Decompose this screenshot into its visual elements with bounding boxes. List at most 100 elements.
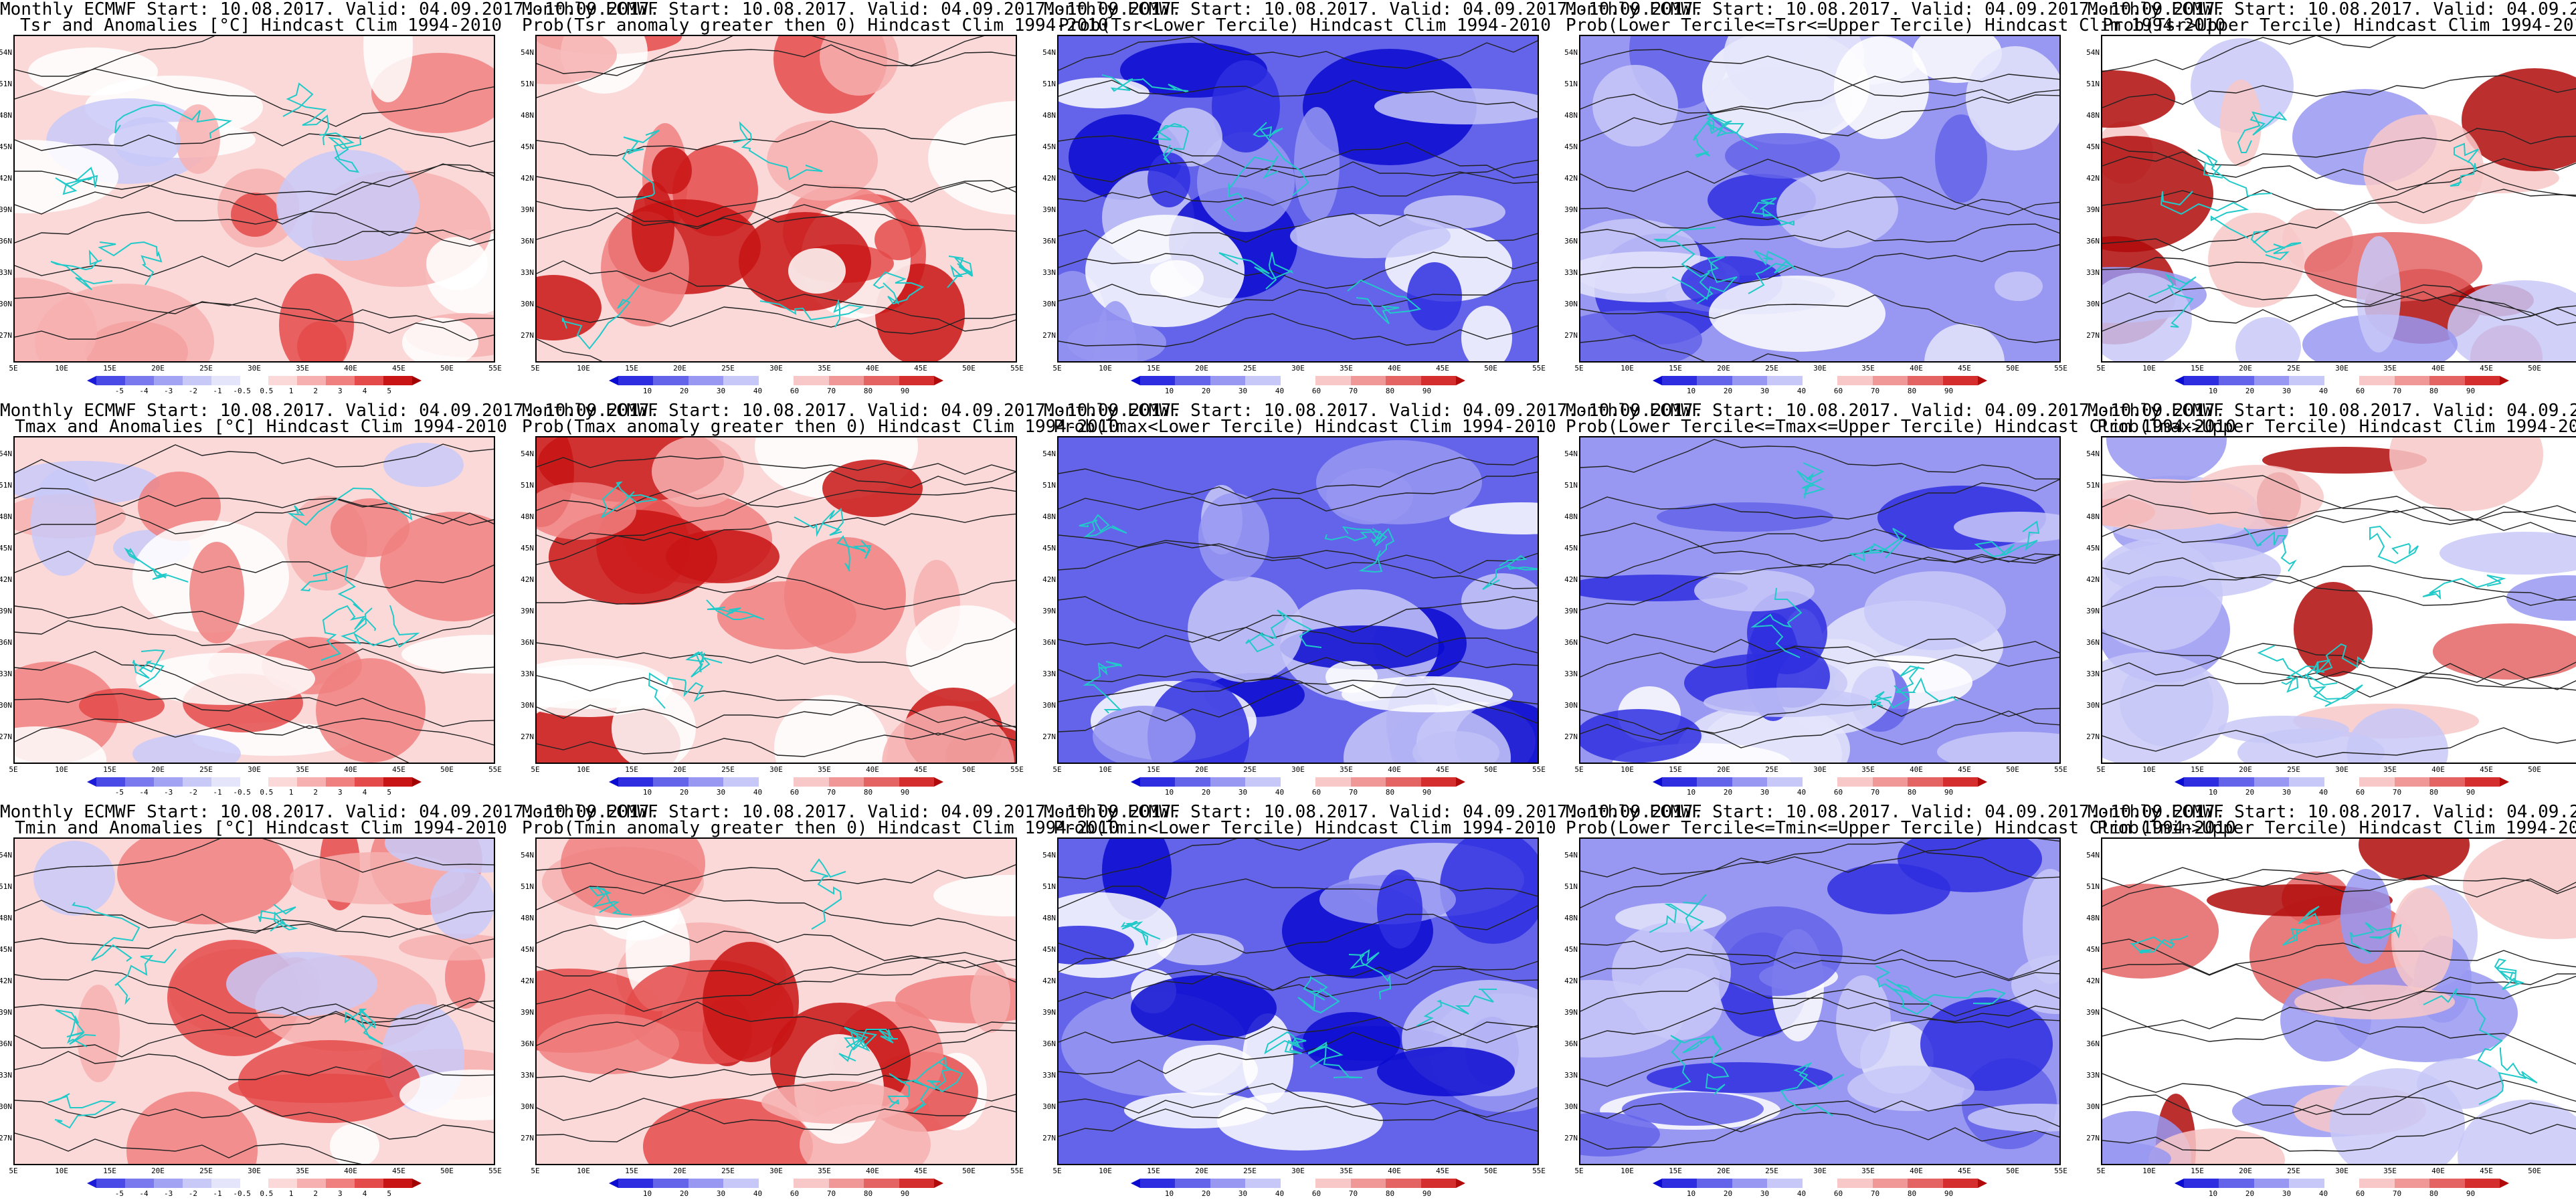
latitude-label: 48N bbox=[1042, 111, 1056, 120]
coastline bbox=[1751, 197, 1795, 226]
coastline bbox=[124, 547, 189, 583]
longitude-label: 40E bbox=[344, 765, 357, 774]
temperature-contour bbox=[2102, 672, 2576, 705]
coastline bbox=[2148, 273, 2197, 328]
latitude-label: 45N bbox=[1042, 945, 1056, 954]
colorbar-tick-label: -3 bbox=[164, 1189, 173, 1198]
temperature-contour bbox=[1580, 553, 2059, 611]
longitude-label: 25E bbox=[721, 364, 735, 373]
map-panel-tmin-mid: Monthly ECMWF Start: 10.08.2017. Valid: … bbox=[1564, 803, 2236, 1204]
colorbar-arrow-right bbox=[933, 376, 943, 385]
temperature-contour bbox=[15, 164, 494, 243]
temperature-contour bbox=[1059, 313, 1538, 347]
colorbar-tick-label: 30 bbox=[716, 387, 726, 395]
longitude-label: 10E bbox=[1621, 364, 1634, 373]
field-shading bbox=[1093, 301, 1137, 361]
latitude-label: 33N bbox=[1564, 268, 1578, 277]
temperature-contour bbox=[2102, 1080, 2576, 1127]
latitude-label: 27N bbox=[1042, 1134, 1056, 1142]
longitude-label: 55E bbox=[1532, 1167, 1546, 1175]
colorbar-tick-label: 70 bbox=[2392, 1189, 2402, 1198]
coastline bbox=[2282, 906, 2320, 946]
field-shading bbox=[132, 734, 241, 763]
latitude-label: 45N bbox=[1042, 142, 1056, 151]
field-shading bbox=[1147, 153, 1190, 207]
latitude-label: 51N bbox=[0, 481, 12, 490]
coastline bbox=[1348, 949, 1392, 1000]
latitude-label: 27N bbox=[2086, 331, 2100, 340]
panel-title-line2: Prob(Tmin>Upper Tercile) Hindcast Clim 1… bbox=[2097, 818, 2576, 838]
field-shading bbox=[1827, 864, 1950, 914]
temperature-contour bbox=[1059, 596, 1538, 649]
latitude-label: 54N bbox=[2086, 851, 2100, 860]
longitude-label: 25E bbox=[199, 1167, 213, 1175]
latitude-label: 51N bbox=[0, 80, 12, 88]
colorbar-arrow-left bbox=[609, 376, 618, 385]
colorbar-tick-label: 1 bbox=[288, 788, 294, 797]
field-shading bbox=[561, 839, 705, 916]
longitude-label: 40E bbox=[866, 765, 879, 774]
latitude-label: 42N bbox=[0, 575, 12, 584]
coastline bbox=[2312, 643, 2365, 675]
temperature-contour bbox=[2102, 158, 2576, 211]
coastline bbox=[2197, 149, 2273, 197]
colorbar-tick-label: -2 bbox=[188, 387, 197, 395]
latitude-label: 39N bbox=[0, 607, 12, 615]
longitude-label: 50E bbox=[2528, 364, 2541, 373]
colorbar-tick-label: 1 bbox=[288, 1189, 294, 1198]
colorbar-cell bbox=[1140, 1179, 1176, 1188]
map-field bbox=[1580, 437, 2059, 763]
temperature-contour bbox=[1059, 279, 1538, 308]
panel-title-line2: Prob(Tmax>Upper Tercile) Hindcast Clim 1… bbox=[2097, 417, 2576, 437]
longitude-label: 35E bbox=[296, 765, 309, 774]
temperature-contour bbox=[1059, 942, 1538, 991]
field-shading bbox=[788, 248, 846, 294]
longitude-label: 20E bbox=[673, 1167, 686, 1175]
colorbar-arrow-right bbox=[411, 376, 422, 385]
colorbar-tick-label: 10 bbox=[642, 788, 652, 797]
field-shading bbox=[1937, 732, 2059, 763]
longitude-label: 15E bbox=[1669, 364, 1682, 373]
temperature-contour bbox=[15, 163, 494, 215]
colorbar-cell bbox=[2429, 376, 2465, 385]
field-shading bbox=[15, 726, 106, 763]
field-shading bbox=[1124, 1092, 1267, 1128]
colorbar-tick-label: 10 bbox=[2208, 788, 2218, 797]
colorbar-cell bbox=[1350, 376, 1386, 385]
longitude-label: 15E bbox=[1147, 765, 1160, 774]
colorbar-tick-label: 40 bbox=[2318, 1189, 2328, 1198]
colorbar-cell bbox=[96, 777, 125, 787]
temperature-contour bbox=[2102, 973, 2576, 1037]
longitude-label: 5E bbox=[1052, 765, 1062, 774]
temperature-contour bbox=[15, 1000, 494, 1038]
coastline bbox=[1750, 587, 1803, 658]
latitude-label: 27N bbox=[2086, 732, 2100, 741]
colorbar-cell bbox=[688, 1179, 724, 1188]
temperature-contour bbox=[15, 229, 494, 277]
colorbar-tick-label: 2 bbox=[313, 387, 318, 395]
field-shading bbox=[643, 1098, 813, 1164]
field-shading bbox=[666, 530, 779, 583]
latitude-label: 33N bbox=[521, 670, 534, 678]
temperature-contour bbox=[1059, 135, 1538, 184]
longitude-label: 20E bbox=[2239, 364, 2252, 373]
longitude-label: 25E bbox=[199, 364, 213, 373]
colorbar-cell bbox=[1802, 777, 1838, 787]
latitude-label: 48N bbox=[2086, 914, 2100, 922]
longitude-label: 35E bbox=[818, 1167, 831, 1175]
coastline bbox=[2160, 191, 2249, 239]
colorbar-arrow-right bbox=[1455, 376, 1465, 385]
map-panel-tsr-lower: Monthly ECMWF Start: 10.08.2017. Valid: … bbox=[1042, 0, 1704, 401]
field-shading bbox=[652, 437, 744, 507]
coastline bbox=[1120, 921, 1161, 946]
colorbar-cell bbox=[1315, 376, 1351, 385]
colorbar-cell bbox=[2359, 777, 2395, 787]
colorbar-arrow-left bbox=[609, 1179, 618, 1188]
latitude-label: 30N bbox=[0, 300, 12, 308]
colorbar-arrow-right bbox=[1455, 1179, 1465, 1188]
field-shading bbox=[2102, 479, 2251, 530]
temperature-contour bbox=[537, 260, 1016, 332]
colorbar-ticks: 10 20 30 40 60 70 80 90 bbox=[1131, 788, 1465, 797]
longitude-label: 25E bbox=[1765, 1167, 1778, 1175]
coastline bbox=[282, 82, 330, 146]
